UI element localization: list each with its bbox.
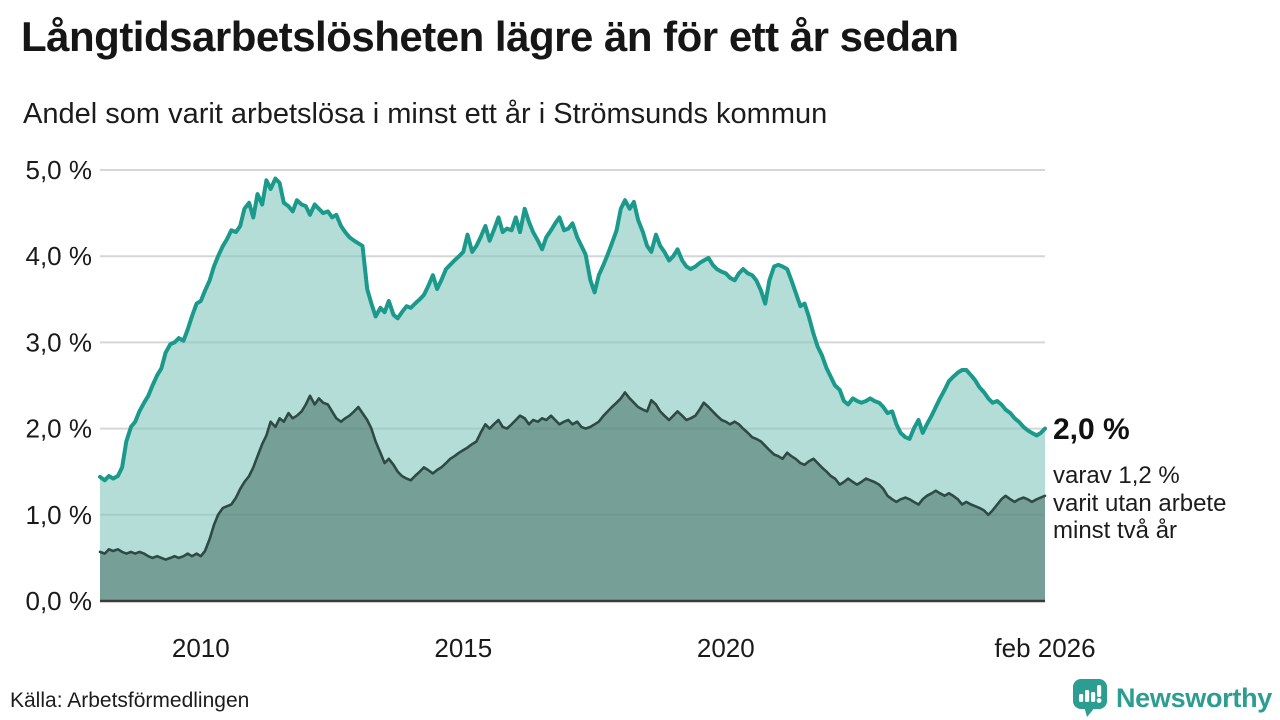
y-axis-label-0: 0,0 % bbox=[26, 586, 93, 616]
x-axis-label-feb-2026: feb 2026 bbox=[994, 633, 1095, 663]
y-axis-label-3: 3,0 % bbox=[26, 327, 93, 357]
y-axis-label-5: 5,0 % bbox=[26, 155, 93, 185]
y-axis-label-1: 1,0 % bbox=[26, 500, 93, 530]
annotation-note: varav 1,2 % varit utan arbete minst två … bbox=[1053, 462, 1226, 545]
x-axis-label-2010: 2010 bbox=[172, 633, 230, 663]
source-credit: Källa: Arbetsförmedlingen bbox=[10, 689, 250, 712]
page-title: Långtidsarbetslösheten lägre än för ett … bbox=[21, 13, 959, 60]
area-fill-varav-arbetsl-sa-minst-tv-r bbox=[100, 392, 1045, 601]
annotation-note-line: varav 1,2 % bbox=[1053, 462, 1180, 489]
x-axis-label-2020: 2020 bbox=[697, 633, 755, 663]
annotation-note-line: varit utan arbete bbox=[1053, 489, 1227, 517]
newsworthy-wordmark: Newsworthy bbox=[1115, 682, 1272, 713]
line-varav-arbetsl-sa-minst-tv-r bbox=[98, 391, 1047, 561]
annotation-note-line: minst två år bbox=[1053, 517, 1178, 544]
page-subtitle: Andel som varit arbetslösa i minst ett å… bbox=[23, 98, 828, 130]
newsworthy-bubble-chart-icon bbox=[1072, 679, 1107, 717]
annotation-current-value: 2,0 % bbox=[1053, 413, 1130, 446]
y-axis-label-2: 2,0 % bbox=[26, 414, 93, 444]
y-axis-label-4: 4,0 % bbox=[26, 241, 93, 271]
line-arbetsl-sa-minst-ett-r bbox=[98, 176, 1047, 483]
x-axis-label-2015: 2015 bbox=[434, 633, 492, 663]
newsworthy-logo: Newsworthy bbox=[1072, 678, 1272, 718]
